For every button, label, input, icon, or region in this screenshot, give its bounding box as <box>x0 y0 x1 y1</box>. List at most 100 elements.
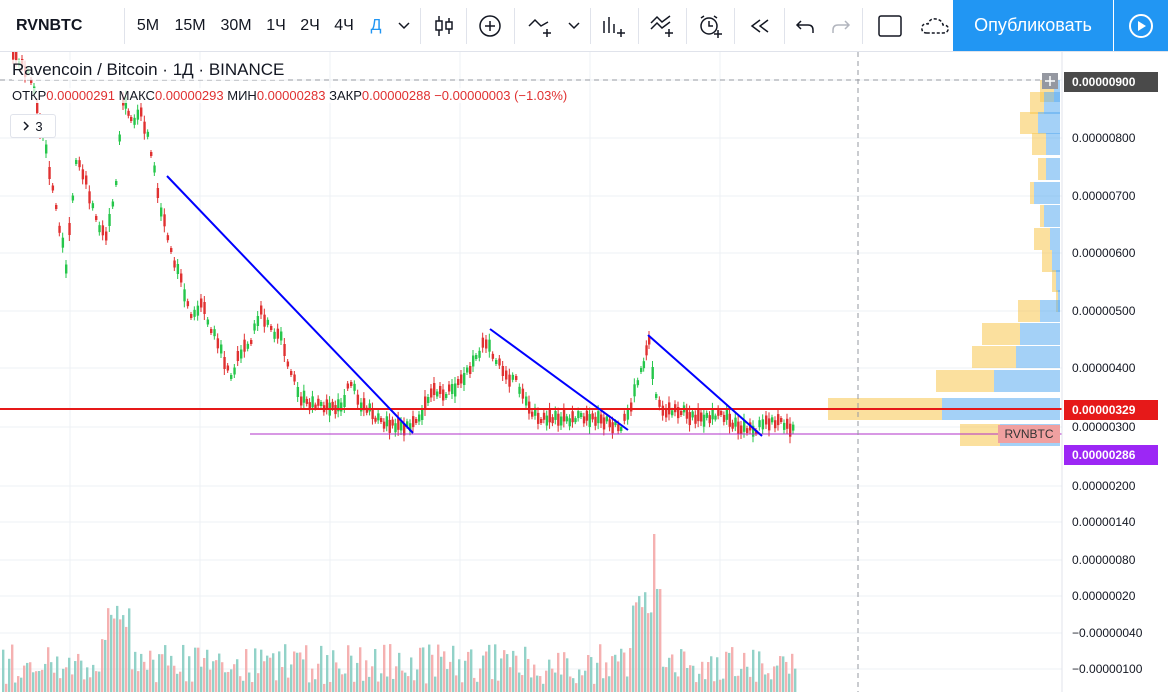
legend-interval: 1Д <box>172 60 194 79</box>
indicators-button[interactable] <box>594 0 634 51</box>
candle-body <box>737 421 740 434</box>
volume-bar <box>524 646 527 692</box>
volume-bar <box>677 676 680 692</box>
vp-bar-up <box>1044 92 1060 114</box>
interval-dropdown[interactable] <box>392 0 416 51</box>
volume-bar <box>710 656 713 692</box>
volume-bar <box>41 669 44 692</box>
volume-bar <box>20 677 23 692</box>
vp-bar-up <box>1046 133 1060 155</box>
interval-15m[interactable]: 15М <box>174 16 206 34</box>
replay-button[interactable] <box>738 0 782 51</box>
candle-body <box>156 188 160 198</box>
volume-bar <box>608 676 611 692</box>
candle-body <box>457 379 460 385</box>
interval-1d[interactable]: Д <box>370 16 382 34</box>
volume-bar <box>311 668 314 692</box>
price-tick-label: 0.00000800 <box>1072 131 1136 145</box>
candle-body <box>101 225 105 236</box>
candle-body <box>55 205 58 209</box>
volume-bar <box>269 657 272 692</box>
volume-bar <box>254 648 257 692</box>
undo-button[interactable] <box>788 0 822 51</box>
volume-bar <box>527 658 530 692</box>
vp-bar-down <box>1040 205 1044 227</box>
volume-bar <box>758 651 761 692</box>
indicators-collapse-button[interactable]: 3 <box>10 114 56 138</box>
candle-body <box>495 360 498 364</box>
price-chart[interactable]: 0.00000800 0.00000700 0.00000600 0.00000500… <box>0 52 1168 692</box>
volume-bar <box>587 655 590 692</box>
volume-bar <box>17 676 20 692</box>
candle-body <box>65 264 68 274</box>
volume-bar <box>689 665 692 692</box>
volume-bar <box>425 683 428 692</box>
candle-body <box>61 237 65 248</box>
candle-body <box>623 413 626 421</box>
candle-body <box>230 375 233 379</box>
alert-button[interactable] <box>690 0 730 51</box>
vp-bar-up <box>1050 228 1060 250</box>
volume-bar <box>314 679 317 692</box>
candle-body <box>597 411 600 424</box>
compare-button[interactable] <box>520 0 560 51</box>
candle-body <box>574 418 577 423</box>
candle-body <box>498 358 501 366</box>
toolbar-separator <box>686 8 687 44</box>
candle-body <box>740 425 743 435</box>
candle-body <box>630 402 633 412</box>
candle-body <box>421 410 424 420</box>
volume-bar <box>161 654 164 692</box>
candle-body <box>160 207 163 217</box>
trendline-1[interactable] <box>166 175 414 434</box>
volume-bar <box>398 652 401 692</box>
volume-bar <box>500 658 503 692</box>
candle-body <box>661 405 665 416</box>
trendline-3[interactable] <box>647 334 763 437</box>
volume-bar <box>62 668 65 692</box>
volume-bar <box>320 645 323 692</box>
interval-2h[interactable]: 2Ч <box>300 16 320 34</box>
candle-body <box>697 409 700 422</box>
volume-bar <box>506 654 509 692</box>
price-tick-label: 0.00000300 <box>1072 420 1136 434</box>
cloud-save-button[interactable] <box>914 0 956 51</box>
candle-body <box>720 411 723 415</box>
templates-button[interactable] <box>642 0 682 51</box>
volume-bar <box>185 681 188 692</box>
volume-bar <box>386 676 389 692</box>
symbol-search-button[interactable]: RVNBTC <box>16 16 83 34</box>
publish-button[interactable]: Опубликовать <box>953 0 1113 51</box>
volume-bar <box>635 602 638 692</box>
interval-4h[interactable]: 4Ч <box>334 16 354 34</box>
candle-body <box>691 411 694 418</box>
candle-body <box>382 421 386 429</box>
candle-body <box>469 366 472 374</box>
candle-body <box>658 399 661 407</box>
compare-dropdown[interactable] <box>562 0 586 51</box>
redo-button[interactable] <box>824 0 858 51</box>
interval-5m[interactable]: 5М <box>136 16 160 34</box>
candle-body <box>580 413 583 417</box>
volume-bar <box>509 667 512 692</box>
volume-bar <box>578 669 581 692</box>
interval-1h[interactable]: 1Ч <box>266 16 286 34</box>
volume-bar <box>734 676 737 692</box>
volume-bar <box>494 644 497 692</box>
volume-bar <box>137 671 140 692</box>
volume-bar <box>452 645 455 692</box>
chart-type-button[interactable] <box>424 0 464 51</box>
interval-30m[interactable]: 30М <box>220 16 252 34</box>
layout-button[interactable] <box>868 0 912 51</box>
price-axis[interactable] <box>1062 52 1168 692</box>
candle-body <box>240 349 243 359</box>
volume-bar <box>590 657 593 692</box>
trendline-2[interactable] <box>489 328 629 431</box>
vp-bar-down <box>1020 112 1038 134</box>
volume-bar <box>401 670 404 692</box>
compare-symbol-button[interactable] <box>470 0 510 51</box>
volume-bar <box>596 662 599 692</box>
play-button[interactable] <box>1114 0 1168 51</box>
candle-body <box>591 413 594 420</box>
candle-body <box>293 374 296 382</box>
